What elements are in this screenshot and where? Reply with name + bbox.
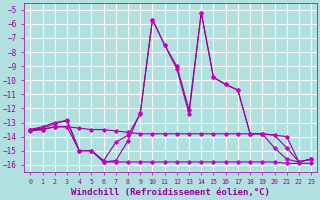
X-axis label: Windchill (Refroidissement éolien,°C): Windchill (Refroidissement éolien,°C) [71, 188, 270, 197]
